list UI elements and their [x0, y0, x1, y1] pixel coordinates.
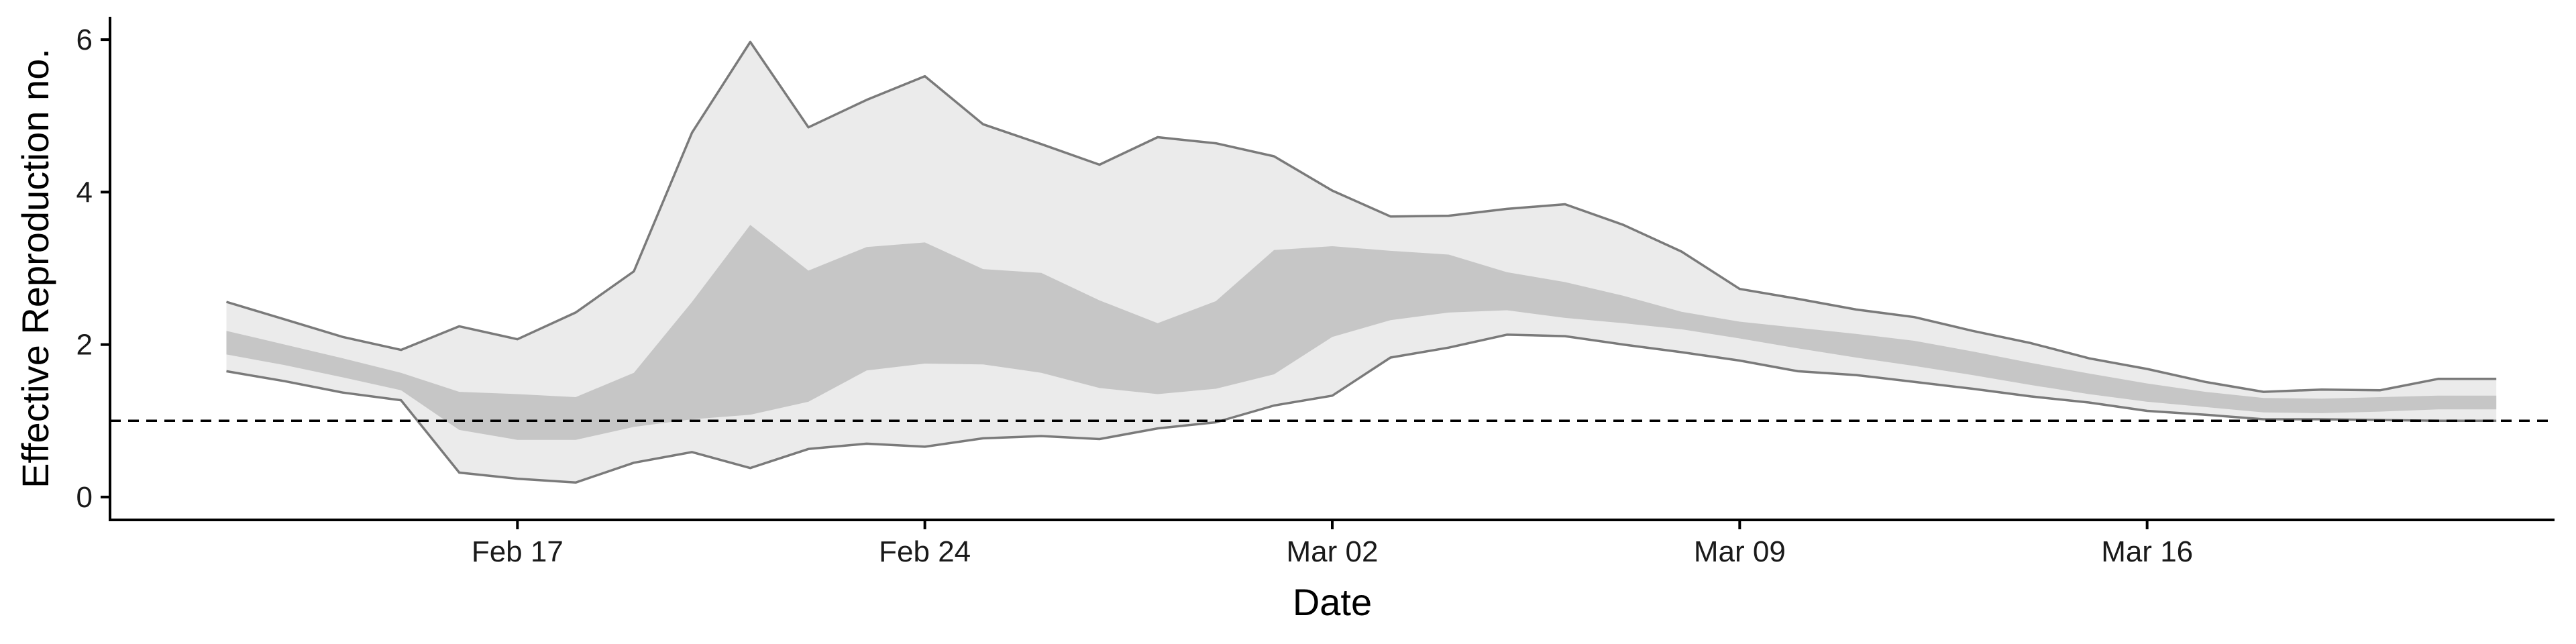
confidence-bands	[226, 42, 2497, 483]
x-tick-label: Mar 02	[1287, 535, 1379, 568]
y-tick-label: 4	[76, 176, 93, 209]
x-tick-label: Feb 24	[879, 535, 971, 568]
x-tick-label: Feb 17	[472, 535, 564, 568]
y-axis-title: Effective Reproduction no.	[14, 48, 56, 488]
y-tick-label: 0	[76, 481, 93, 514]
inner-band	[226, 225, 2497, 440]
y-axis-ticks: 0 2 4 6	[76, 23, 110, 514]
outer-upper-bound-line	[225, 40, 2497, 393]
x-tick-label: Mar 09	[1694, 535, 1786, 568]
outer-bound-lines	[225, 40, 2497, 484]
y-tick-label: 6	[76, 23, 93, 56]
outer-lower-bound-line	[226, 333, 2497, 484]
x-axis-ticks: Feb 17 Feb 24 Mar 02 Mar 09 Mar 16	[472, 520, 2193, 568]
y-tick-label: 2	[76, 329, 93, 362]
x-tick-label: Mar 16	[2101, 535, 2193, 568]
x-axis-title: Date	[1293, 581, 1372, 623]
